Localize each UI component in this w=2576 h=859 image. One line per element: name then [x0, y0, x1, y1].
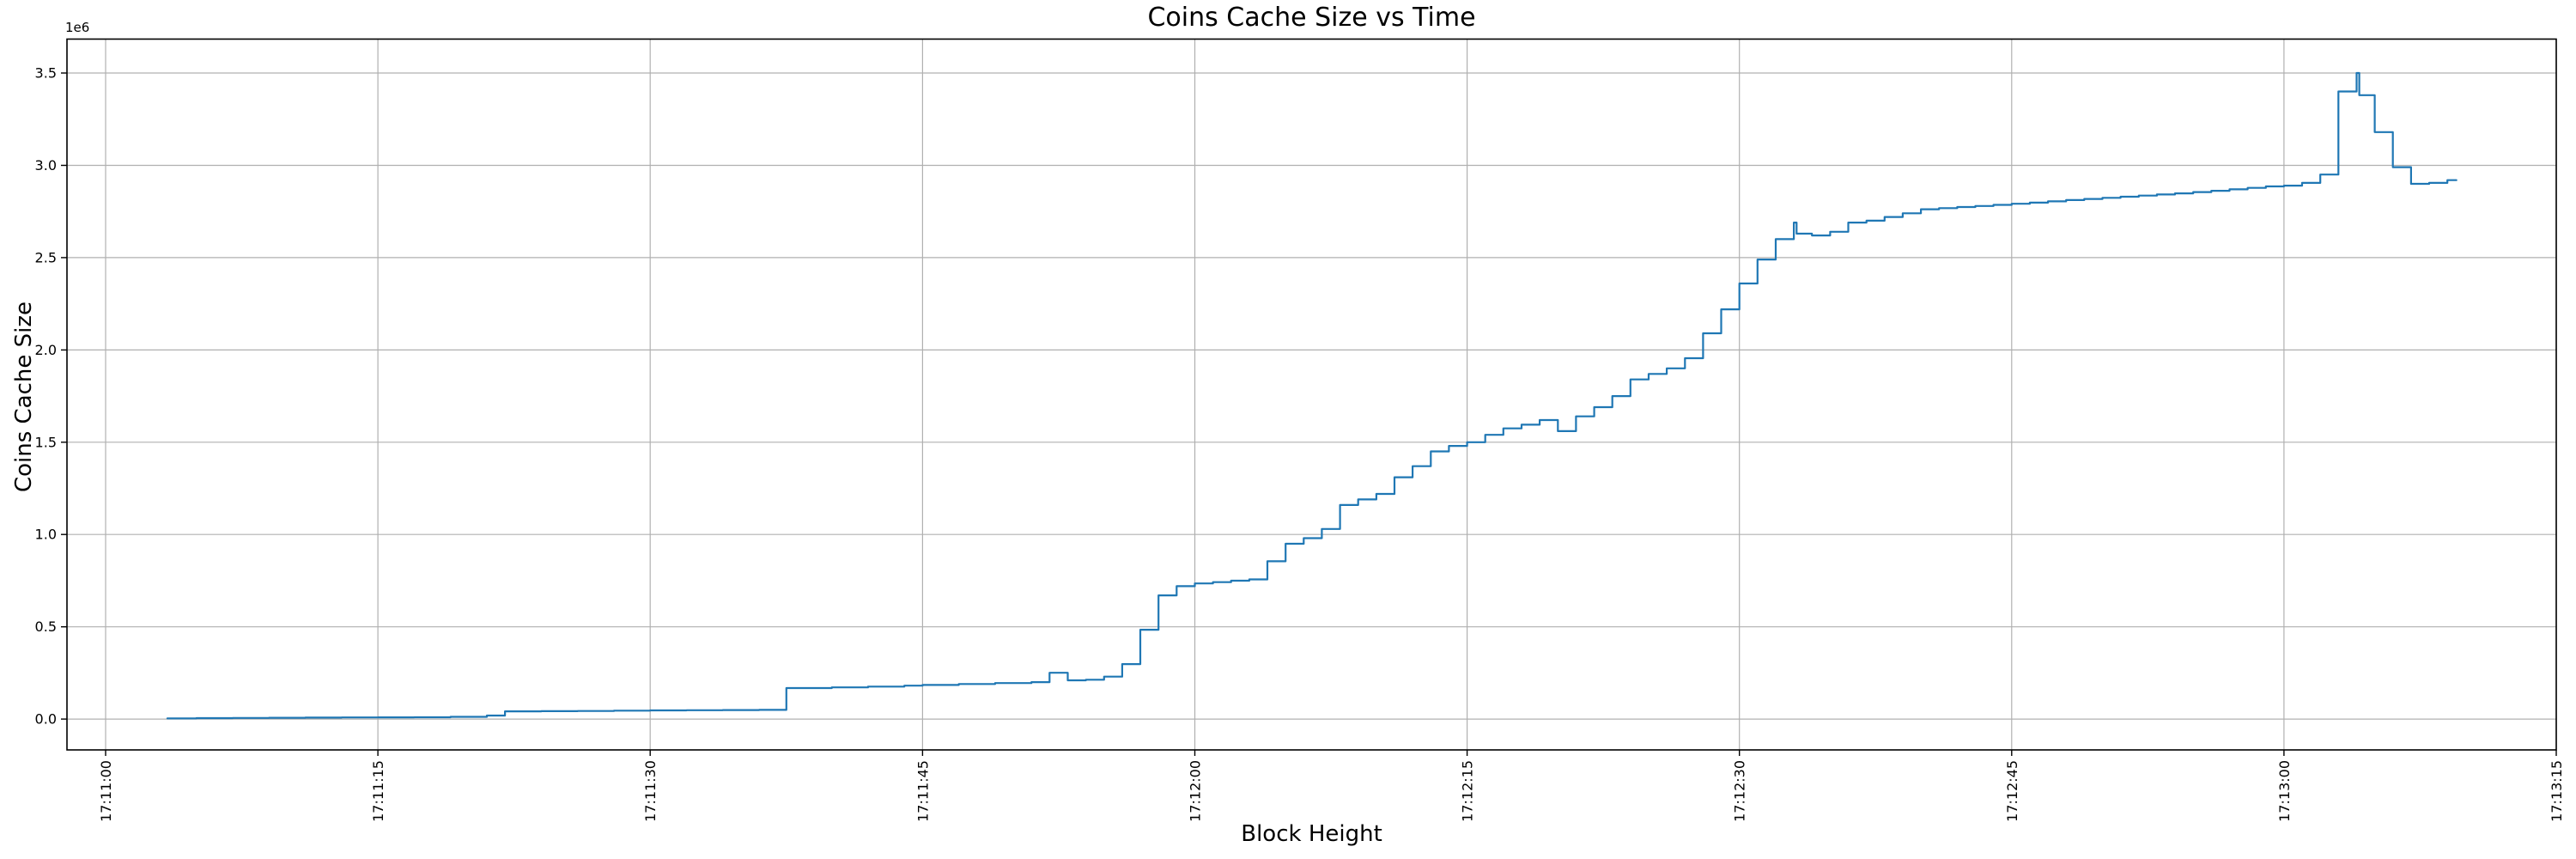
y-tick-label: 3.0 [35, 157, 57, 174]
y-tick-label: 0.5 [35, 618, 57, 635]
plot-border [66, 38, 2557, 751]
y-tick-label: 1.5 [35, 434, 57, 450]
y-tick-label: 1.0 [35, 527, 57, 543]
x-tick-label: 17:11:15 [370, 760, 386, 822]
y-tick-label: 2.0 [35, 342, 57, 358]
x-tick-label: 17:12:45 [2004, 760, 2020, 822]
x-tick-label: 17:11:00 [98, 760, 114, 822]
x-tick-label: 17:12:30 [1732, 760, 1748, 822]
y-axis-offset-label: 1e6 [65, 20, 90, 35]
x-axis-label: Block Height [1241, 821, 1382, 847]
y-tick-label: 3.5 [35, 65, 57, 82]
series-line [166, 71, 2458, 720]
x-tick-label: 17:11:45 [914, 760, 931, 822]
x-tick-label: 17:13:15 [2549, 760, 2565, 822]
x-tick-label: 17:11:30 [642, 760, 659, 822]
y-tick-label: 0.0 [35, 711, 57, 728]
chart-title: Coins Cache Size vs Time [1147, 3, 1476, 33]
x-tick-label: 17:13:00 [2276, 760, 2293, 822]
x-tick-label: 17:12:15 [1460, 760, 1476, 822]
y-tick-label: 2.5 [35, 249, 57, 265]
x-tick-label: 17:12:00 [1187, 760, 1203, 822]
